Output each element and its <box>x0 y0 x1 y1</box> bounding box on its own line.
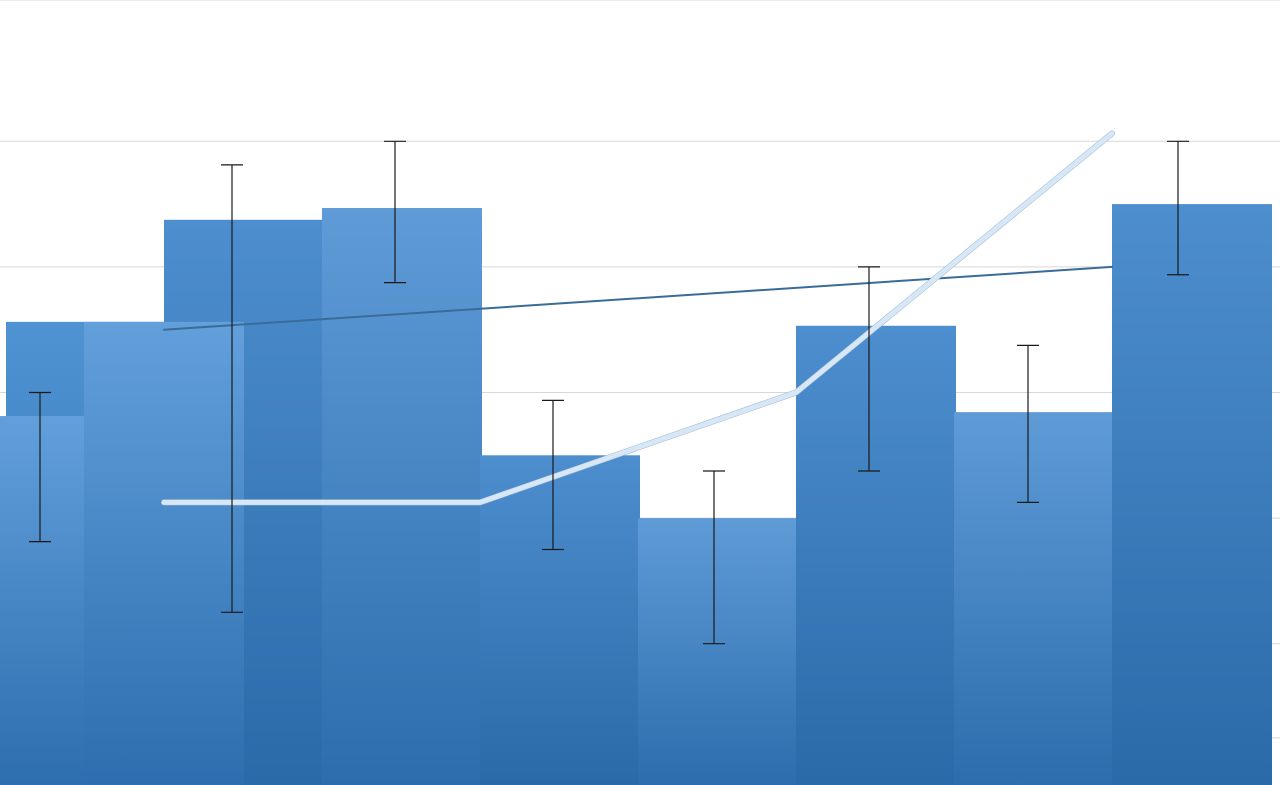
combo-chart <box>0 0 1280 785</box>
bar-back <box>1112 204 1272 785</box>
bar-back <box>480 455 640 785</box>
chart-canvas <box>0 0 1280 785</box>
bar-back <box>322 208 482 785</box>
bar-back <box>954 412 1114 785</box>
bar-back <box>796 326 956 785</box>
bar-front <box>0 416 86 785</box>
bar-front <box>84 322 244 785</box>
bar-back <box>638 518 798 785</box>
